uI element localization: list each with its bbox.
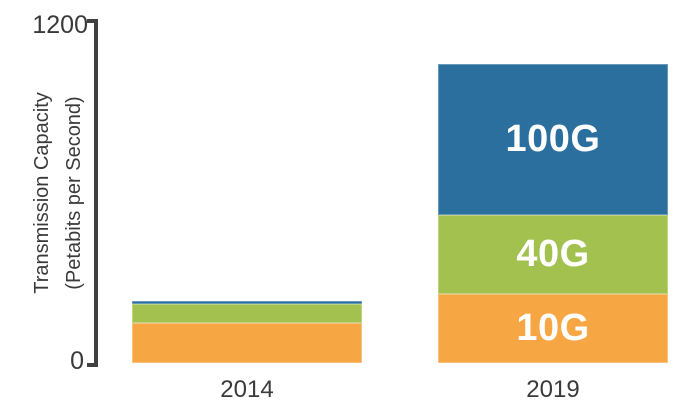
bar-segment-100g [132, 301, 362, 305]
bar-segment-10g [132, 322, 362, 363]
x-category-label-2019: 2019 [526, 376, 580, 403]
segment-label-40g: 40G [516, 233, 590, 276]
y-axis-title-line1: Transmission Capacity [31, 92, 53, 294]
y-axis-line [94, 19, 98, 367]
bar-segment-10g: 10G [438, 294, 668, 363]
y-tick-label-1200: 1200 [32, 11, 88, 39]
x-category-label-2014: 2014 [220, 376, 274, 403]
y-axis-tick-bottom [87, 363, 98, 367]
segment-label-100g: 100G [505, 117, 601, 160]
bar-segment-40g [132, 304, 362, 323]
y-axis-title-line2: (Petabits per Second) [63, 96, 85, 290]
y-tick-label-0: 0 [70, 347, 84, 375]
bar-segment-100g: 100G [438, 63, 668, 216]
segment-label-10g: 10G [516, 307, 590, 350]
y-axis-title: Transmission Capacity (Petabits per Seco… [26, 53, 90, 333]
y-axis-tick-top [87, 19, 98, 23]
bar-segment-40g: 40G [438, 215, 668, 295]
bar-2014 [132, 301, 362, 363]
bar-2019: 100G 40G 10G [438, 63, 668, 363]
